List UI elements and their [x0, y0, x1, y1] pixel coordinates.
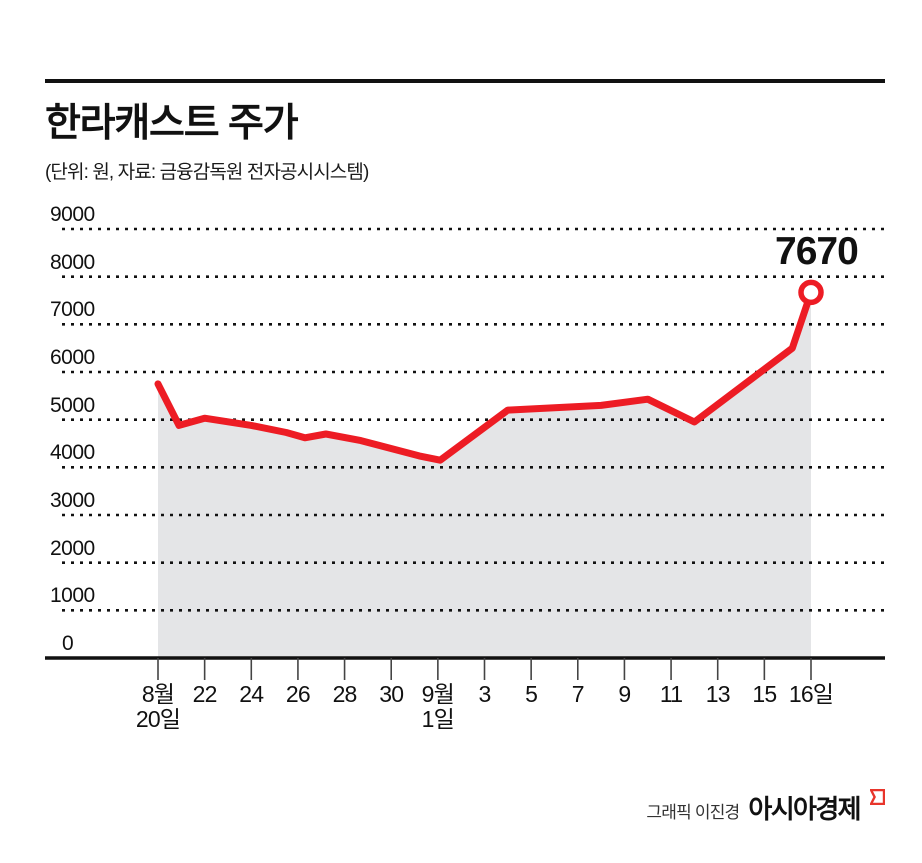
gridlines [62, 227, 885, 612]
x-axis-ticks [157, 658, 812, 680]
last-point-marker [798, 279, 824, 306]
x-label-line1: 8월 [141, 681, 175, 707]
plot-area-fill [158, 292, 811, 658]
x-label-line2: 1일 [421, 705, 455, 732]
last-point-circle [798, 279, 824, 306]
x-label-line1: 13 [705, 681, 731, 707]
x-axis-tick-label: 28 [305, 682, 385, 707]
x-label-line1: 28 [332, 681, 358, 707]
x-axis-tick-label: 24 [211, 682, 291, 707]
x-axis-tick-label: 8월 20일 [118, 682, 198, 732]
x-axis-tick-label: 15 [724, 682, 804, 707]
pennant-icon [869, 788, 886, 806]
x-axis-tick-label: 5 [491, 682, 571, 707]
x-label-line1: 22 [192, 681, 218, 707]
x-label-line1: 9월 [421, 681, 455, 707]
x-axis-tick-label: 7 [538, 682, 618, 707]
y-axis-tick-label: 0 [62, 632, 74, 655]
x-axis-tick-label: 3 [445, 682, 525, 707]
x-axis-tick-label: 30 [351, 682, 431, 707]
y-axis-tick-label: 5000 [50, 393, 95, 417]
x-axis-tick-label: 13 [678, 682, 758, 707]
header-rule [45, 79, 885, 83]
x-label-line2: 20일 [135, 705, 181, 732]
x-axis-tick-label: 22 [165, 682, 245, 707]
price-line-path [154, 288, 815, 464]
y-axis-tick-label: 7000 [50, 298, 95, 322]
price-line [154, 288, 815, 464]
page-subtitle: (단위: 원, 자료: 금융감독원 전자공시시스템) [45, 162, 369, 183]
x-axis-tick-label: 16일 [771, 682, 851, 707]
x-label-line1: 15 [752, 681, 777, 707]
x-label-line1: 24 [239, 681, 264, 707]
x-label-line1: 7 [571, 681, 585, 707]
page-title: 한라캐스트 주가 [45, 102, 299, 145]
footer: 그래픽 이진경 아시아경제 [646, 788, 886, 826]
x-label-line1: 30 [379, 681, 404, 707]
x-label-line1: 16일 [788, 681, 834, 707]
last-value-callout: 7670 [775, 230, 859, 274]
area-fill [158, 292, 811, 658]
x-label-line1: 11 [659, 681, 683, 707]
x-axis-tick-label: 9월 1일 [398, 682, 478, 732]
x-label-line1: 5 [525, 681, 538, 707]
x-label-line1: 3 [478, 681, 492, 707]
x-label-line1: 26 [285, 681, 311, 707]
graphic-credit: 그래픽 이진경 [646, 803, 740, 822]
x-axis-tick-label: 11 [631, 682, 711, 707]
y-axis-tick-label: 9000 [50, 203, 95, 226]
x-axis-tick-label: 26 [258, 682, 338, 707]
y-axis-tick-label: 3000 [50, 489, 95, 512]
y-axis-tick-label: 1000 [50, 584, 95, 608]
brand-name: 아시아경제 [748, 794, 861, 824]
x-label-line1: 9 [618, 681, 631, 707]
y-axis-tick-label: 4000 [50, 441, 95, 465]
y-axis-tick-label: 8000 [50, 250, 95, 274]
x-axis-tick-label: 9 [584, 682, 664, 707]
y-axis-tick-label: 6000 [50, 346, 95, 369]
y-axis-tick-label: 2000 [50, 536, 95, 560]
